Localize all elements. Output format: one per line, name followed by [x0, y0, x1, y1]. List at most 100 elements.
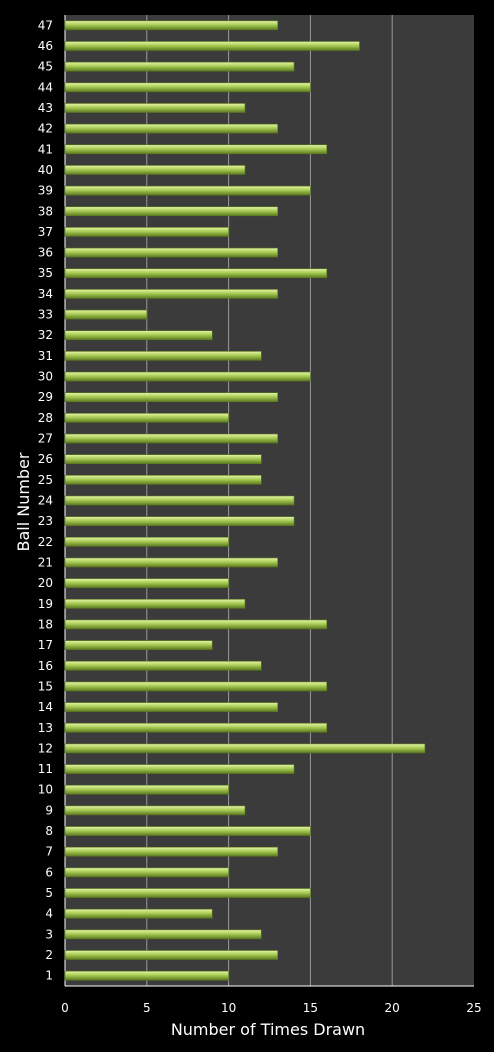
- y-tick-label: 29: [38, 390, 53, 404]
- bar-ball-32: [64, 330, 213, 341]
- bar-ball-21: [64, 557, 278, 568]
- y-tick-label: 19: [38, 597, 53, 611]
- y-tick-label: 39: [38, 184, 53, 198]
- bar-ball-19: [64, 598, 246, 609]
- y-tick-label: 3: [45, 927, 53, 941]
- bar-ball-5: [64, 888, 311, 898]
- y-tick-label: 6: [45, 865, 53, 879]
- bar-ball-45: [64, 61, 295, 72]
- x-tick-label: 20: [385, 1001, 400, 1015]
- bar-ball-38: [64, 206, 278, 217]
- bar-ball-46: [64, 41, 360, 51]
- y-axis-title: Ball Number: [14, 452, 33, 551]
- y-tick-label: 31: [38, 349, 53, 363]
- y-tick-label: 5: [45, 886, 53, 900]
- y-tick-label: 27: [38, 432, 53, 446]
- bar-ball-33: [64, 309, 148, 320]
- y-tick-label: 42: [38, 122, 53, 136]
- y-tick-label: 22: [38, 535, 53, 549]
- y-tick-label: 41: [38, 142, 53, 156]
- bar-ball-25: [64, 475, 262, 485]
- y-tick-label: 4: [45, 907, 53, 921]
- y-tick-label: 20: [38, 576, 53, 590]
- bar-ball-20: [64, 578, 229, 588]
- y-tick-label: 7: [45, 845, 53, 859]
- bar-ball-7: [64, 846, 278, 857]
- bar-ball-30: [64, 371, 311, 382]
- bar-ball-41: [64, 144, 328, 155]
- y-tick-label: 38: [38, 204, 53, 218]
- x-tick-label: 15: [303, 1001, 318, 1015]
- bar-ball-16: [64, 660, 262, 671]
- y-tick-label: 26: [38, 452, 53, 466]
- bar-ball-28: [64, 413, 229, 423]
- bar-ball-3: [64, 929, 262, 940]
- y-tick-label: 24: [38, 494, 53, 508]
- y-tick-label: 1: [45, 969, 53, 983]
- bar-ball-12: [64, 743, 426, 754]
- bar-ball-22: [64, 537, 229, 547]
- bar-ball-13: [64, 722, 328, 733]
- x-tick-label: 10: [221, 1001, 236, 1015]
- x-tick-label: 25: [466, 1001, 481, 1015]
- bar-ball-17: [64, 640, 213, 650]
- bar-ball-26: [64, 454, 262, 464]
- y-tick-label: 16: [38, 659, 53, 673]
- bar-ball-34: [64, 289, 278, 299]
- x-tick-label: 5: [143, 1001, 151, 1015]
- y-tick-label: 10: [38, 783, 53, 797]
- y-tick-label: 43: [38, 101, 53, 115]
- y-tick-label: 8: [45, 824, 53, 838]
- bar-ball-9: [64, 805, 246, 816]
- y-tick-label: 28: [38, 411, 53, 425]
- y-tick-label: 46: [38, 39, 53, 53]
- y-tick-label: 25: [38, 473, 53, 487]
- y-tick-label: 23: [38, 514, 53, 528]
- y-tick-label: 36: [38, 246, 53, 260]
- y-tick-label: 17: [38, 638, 53, 652]
- bar-ball-1: [64, 970, 229, 981]
- bar-ball-23: [64, 516, 295, 526]
- bar-ball-2: [64, 950, 278, 960]
- bar-ball-35: [64, 268, 328, 279]
- bars: [64, 20, 426, 981]
- bar-ball-42: [64, 123, 278, 134]
- y-tick-label: 15: [38, 679, 53, 693]
- y-tick-label: 14: [38, 700, 53, 714]
- bar-ball-37: [64, 227, 229, 237]
- y-tick-label: 9: [45, 803, 53, 817]
- y-tick-label: 37: [38, 225, 53, 239]
- y-tick-labels: 1234567891011121314151617181920212223242…: [38, 18, 53, 982]
- bar-ball-18: [64, 619, 328, 630]
- y-tick-label: 2: [45, 948, 53, 962]
- bar-ball-29: [64, 392, 278, 403]
- bar-ball-36: [64, 247, 278, 258]
- y-tick-label: 13: [38, 721, 53, 735]
- bar-ball-27: [64, 433, 278, 444]
- bar-ball-4: [64, 908, 213, 919]
- y-tick-label: 11: [38, 762, 53, 776]
- y-tick-label: 21: [38, 555, 53, 569]
- y-tick-label: 40: [38, 163, 53, 177]
- bar-ball-11: [64, 764, 295, 774]
- x-tick-label: 0: [61, 1001, 69, 1015]
- bar-ball-47: [64, 20, 278, 31]
- bar-ball-6: [64, 867, 229, 878]
- y-tick-label: 32: [38, 328, 53, 342]
- bar-ball-8: [64, 826, 311, 836]
- x-tick-labels: 0 5 10 15 20 25: [61, 1001, 481, 1015]
- bar-ball-39: [64, 185, 311, 196]
- bar-ball-40: [64, 165, 246, 175]
- y-tick-label: 47: [38, 18, 53, 32]
- y-tick-label: 44: [38, 80, 53, 94]
- y-tick-label: 30: [38, 370, 53, 384]
- bar-ball-43: [64, 103, 246, 113]
- bar-ball-24: [64, 495, 295, 506]
- y-tick-label: 33: [38, 308, 53, 322]
- y-tick-label: 18: [38, 617, 53, 631]
- bar-ball-44: [64, 82, 311, 93]
- y-tick-label: 45: [38, 60, 53, 74]
- y-tick-label: 34: [38, 287, 53, 301]
- y-tick-label: 35: [38, 266, 53, 280]
